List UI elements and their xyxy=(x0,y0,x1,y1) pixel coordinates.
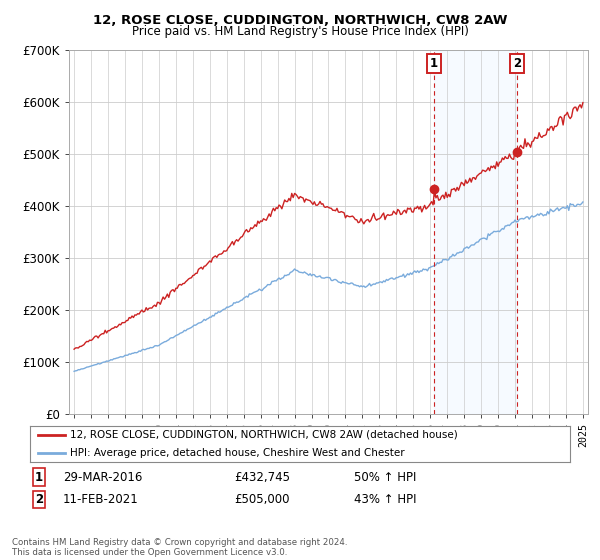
Text: 1: 1 xyxy=(35,470,43,484)
Text: Price paid vs. HM Land Registry's House Price Index (HPI): Price paid vs. HM Land Registry's House … xyxy=(131,25,469,38)
Text: HPI: Average price, detached house, Cheshire West and Chester: HPI: Average price, detached house, Ches… xyxy=(71,448,405,458)
Text: 29-MAR-2016: 29-MAR-2016 xyxy=(63,470,142,484)
Text: £432,745: £432,745 xyxy=(234,470,290,484)
Text: £505,000: £505,000 xyxy=(234,493,290,506)
Text: 11-FEB-2021: 11-FEB-2021 xyxy=(63,493,139,506)
Bar xyxy=(434,50,517,414)
Text: 12, ROSE CLOSE, CUDDINGTON, NORTHWICH, CW8 2AW (detached house): 12, ROSE CLOSE, CUDDINGTON, NORTHWICH, C… xyxy=(71,430,458,440)
Text: 50% ↑ HPI: 50% ↑ HPI xyxy=(354,470,416,484)
Text: 2: 2 xyxy=(513,57,521,69)
Text: 1: 1 xyxy=(430,57,438,69)
Text: 12, ROSE CLOSE, CUDDINGTON, NORTHWICH, CW8 2AW: 12, ROSE CLOSE, CUDDINGTON, NORTHWICH, C… xyxy=(93,14,507,27)
Text: Contains HM Land Registry data © Crown copyright and database right 2024.
This d: Contains HM Land Registry data © Crown c… xyxy=(12,538,347,557)
Text: 2: 2 xyxy=(35,493,43,506)
Text: 43% ↑ HPI: 43% ↑ HPI xyxy=(354,493,416,506)
